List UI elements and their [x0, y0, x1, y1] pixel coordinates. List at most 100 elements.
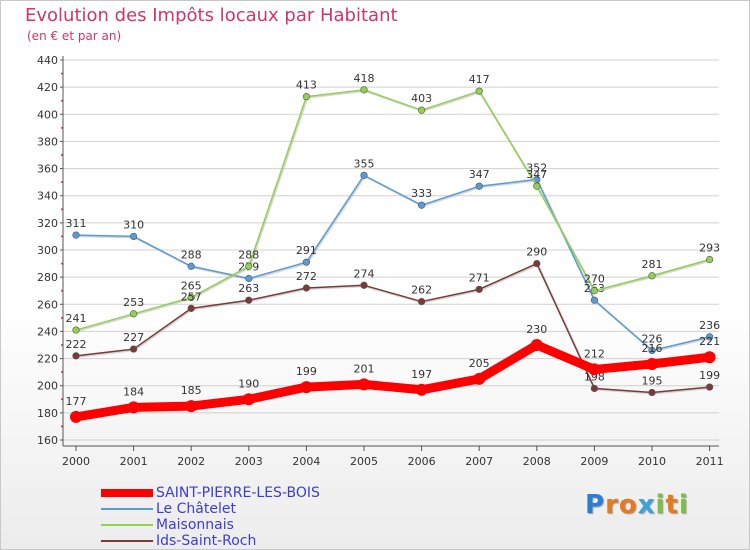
data-point [358, 378, 370, 391]
data-point [127, 401, 140, 414]
chart-title: Evolution des Impôts locaux par Habitant [25, 5, 398, 26]
data-label: 253 [123, 296, 144, 309]
logo-letter: i [678, 490, 689, 520]
data-label: 352 [526, 161, 547, 174]
data-point [475, 285, 483, 293]
legend-label: Maisonnais [156, 517, 234, 533]
data-label: 241 [66, 312, 87, 325]
data-label: 347 [469, 168, 490, 181]
data-point [588, 363, 601, 376]
data-label: 311 [66, 217, 87, 230]
data-point [590, 384, 599, 393]
data-point [245, 296, 253, 304]
data-label: 221 [699, 335, 720, 348]
data-label: 236 [699, 319, 720, 332]
x-tick-label: 2010 [638, 455, 666, 468]
data-label: 230 [526, 323, 547, 336]
legend-swatch [101, 524, 153, 526]
data-label: 265 [181, 280, 202, 293]
logo-letter: x [637, 490, 656, 520]
logo-letter: t [665, 490, 679, 520]
chart-subtitle: (en € et par an) [27, 29, 122, 43]
y-tick-label: 360 [37, 163, 58, 176]
data-point [533, 182, 541, 190]
data-point [360, 281, 368, 289]
series-line-shadow [76, 263, 711, 395]
data-point [130, 345, 138, 353]
data-label: 417 [469, 73, 490, 86]
y-tick-label: 180 [37, 407, 58, 420]
legend-label: SAINT-PIERRE-LES-BOIS [156, 485, 320, 501]
data-point [360, 171, 368, 179]
data-label: 262 [411, 284, 432, 297]
legend-swatch [101, 489, 153, 497]
y-tick-label: 420 [37, 81, 58, 94]
data-point [533, 259, 541, 268]
x-tick-label: 2011 [696, 455, 724, 468]
x-tick-label: 2000 [62, 455, 90, 468]
data-label: 197 [411, 368, 432, 381]
data-point [245, 262, 253, 270]
data-point [185, 400, 198, 413]
logo-letter: P [585, 490, 606, 520]
proxiti-logo: Proxiti [585, 490, 689, 520]
data-label: 310 [123, 218, 144, 231]
series-line [75, 89, 711, 331]
logo-letter: r [605, 490, 619, 520]
data-point [705, 255, 714, 264]
data-point [475, 87, 483, 95]
y-tick-label: 380 [37, 135, 58, 148]
data-label: 185 [181, 384, 202, 397]
y-tick-label: 400 [37, 108, 58, 121]
data-label: 270 [584, 273, 605, 286]
data-point [300, 381, 313, 394]
data-label: 227 [123, 331, 144, 344]
data-label: 272 [296, 270, 317, 283]
data-label: 288 [238, 248, 259, 261]
legend-label: Ids-Saint-Roch [156, 533, 257, 549]
data-point [648, 346, 656, 355]
data-label: 355 [354, 157, 375, 170]
data-label: 347 [526, 168, 547, 181]
y-tick-label: 160 [37, 434, 58, 447]
data-point [187, 304, 195, 312]
data-point [646, 358, 658, 370]
x-tick-label: 2005 [350, 455, 378, 468]
y-tick-label: 200 [37, 380, 58, 393]
data-label: 199 [296, 365, 317, 378]
series-line [71, 340, 715, 422]
data-label: 216 [642, 342, 663, 355]
data-label: 290 [526, 246, 547, 259]
x-tick-label: 2003 [235, 455, 263, 468]
data-point [705, 333, 714, 341]
data-label: 190 [238, 377, 259, 390]
data-point [473, 372, 486, 385]
data-point [242, 393, 255, 406]
data-label: 198 [584, 370, 605, 383]
data-label: 413 [296, 79, 317, 92]
x-tick-label: 2002 [177, 455, 205, 468]
data-point [130, 310, 138, 318]
series-line [75, 262, 711, 394]
x-tick-label: 2008 [523, 455, 551, 468]
x-tick-label: 2004 [292, 455, 320, 468]
y-tick-label: 280 [37, 271, 58, 284]
data-label: 226 [642, 332, 663, 345]
y-tick-label: 220 [37, 353, 58, 366]
series-maisonnais: 241 253 265 288 413 418 403 417 347 270 281 293 [66, 72, 720, 334]
data-point [187, 262, 195, 270]
x-tick-label: 2009 [580, 455, 608, 468]
logo-letter: o [618, 490, 638, 520]
data-point [187, 293, 195, 302]
series-le-ch-telet: 311310288279291355333347352263226236 [66, 157, 720, 355]
data-label: 291 [296, 244, 317, 257]
data-point [245, 274, 253, 283]
y-tick-label: 260 [37, 298, 58, 311]
data-point [475, 182, 483, 190]
data-label: 281 [642, 258, 663, 271]
data-point [302, 258, 311, 266]
data-label: 205 [469, 357, 490, 370]
data-label: 288 [181, 248, 202, 261]
data-point [590, 296, 599, 304]
